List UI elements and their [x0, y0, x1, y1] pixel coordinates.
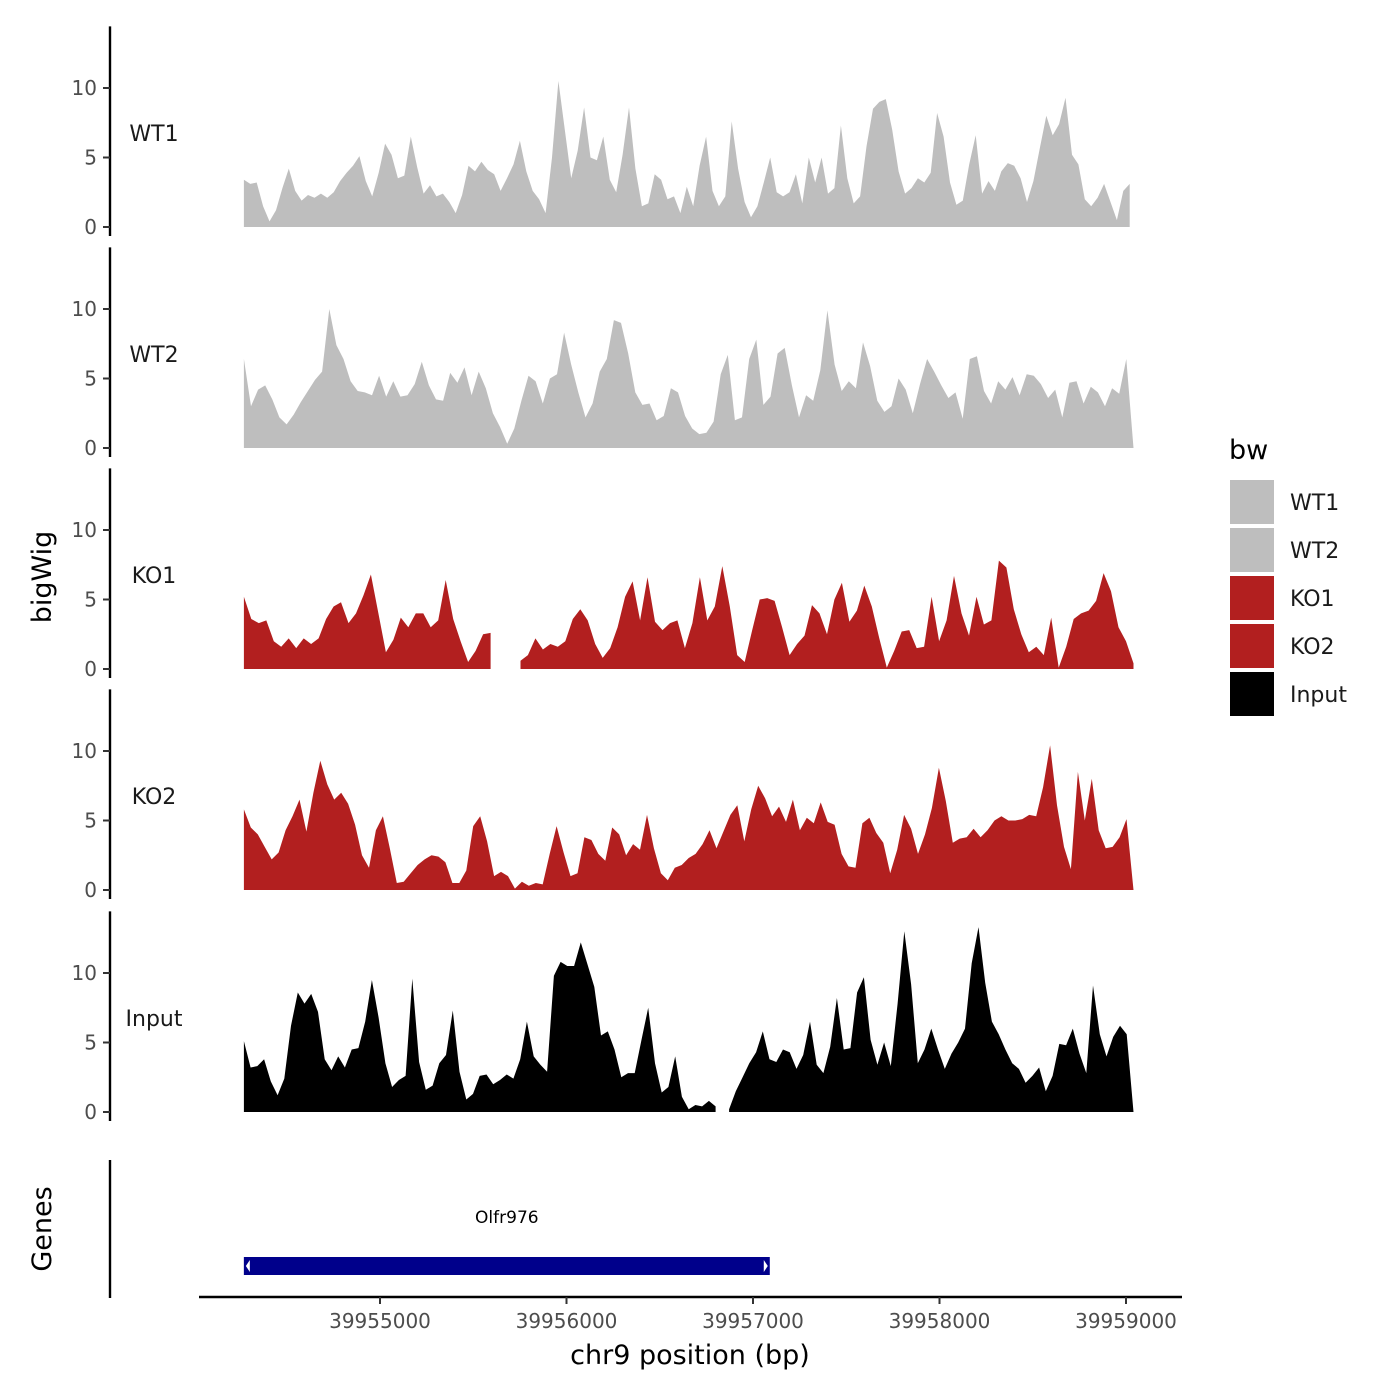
y-tick-label: 10 — [72, 297, 97, 321]
track-label: KO1 — [132, 564, 177, 589]
x-axis: 39955000 39956000 39957000 39958000 39959000 — [199, 1295, 1182, 1333]
gene-strand-arrow — [763, 1260, 768, 1272]
legend-key-input — [1230, 672, 1274, 716]
signal-area-ko1 — [243, 574, 491, 669]
legend-label-ko2: KO2 — [1290, 635, 1335, 660]
x-axis-title: chr9 position (bp) — [570, 1340, 810, 1371]
legend-label-wt2: WT2 — [1290, 539, 1339, 564]
y-axis-title: bigWig — [27, 531, 58, 624]
y-tick-label: 5 — [84, 588, 97, 612]
track-ko1: 0 5 10 KO1 — [72, 468, 1134, 681]
legend-title: bw — [1229, 435, 1268, 466]
track-label: KO2 — [132, 785, 177, 810]
legend-key-wt2 — [1230, 528, 1274, 572]
x-tick-label: 39955000 — [329, 1309, 431, 1333]
legend-label-wt1: WT1 — [1290, 491, 1339, 516]
y-tick-label: 5 — [84, 367, 97, 391]
y-tick-label: 10 — [72, 739, 97, 763]
track-label: WT1 — [129, 122, 178, 147]
y-tick-label: 5 — [84, 809, 97, 833]
y-tick-label: 5 — [84, 1031, 97, 1055]
signal-area-ko2 — [243, 745, 1134, 890]
legend-key-ko1 — [1230, 576, 1274, 620]
signal-area-wt2 — [243, 309, 1134, 448]
gene-strand-arrow — [245, 1260, 250, 1272]
track-label: WT2 — [129, 343, 178, 368]
legend-key-wt1 — [1230, 480, 1274, 524]
gene-panel: Olfr976 — [108, 1160, 770, 1298]
legend-key-ko2 — [1230, 624, 1274, 668]
track-label: Input — [126, 1007, 183, 1032]
genes-axis-title: Genes — [27, 1186, 58, 1271]
track-wt2: 0 5 10 WT2 — [72, 247, 1134, 460]
x-tick-label: 39956000 — [516, 1309, 618, 1333]
y-tick-label: 10 — [72, 961, 97, 985]
track-wt1: 0 5 10 WT1 — [72, 26, 1130, 239]
x-tick-label: 39958000 — [889, 1309, 991, 1333]
y-tick-label: 0 — [84, 215, 97, 239]
track-ko2: 0 5 10 KO2 — [72, 689, 1134, 902]
track-input: 0 5 10 Input — [72, 911, 1134, 1124]
legend-label-input: Input — [1290, 683, 1347, 708]
signal-tracks: 0 5 10 WT1 0 5 10 WT2 0 5 10 KO1 0 5 10 KO2 0 5 10 Input — [72, 26, 1134, 1124]
y-tick-label: 0 — [84, 657, 97, 681]
y-tick-label: 0 — [84, 878, 97, 902]
legend-label-ko1: KO1 — [1290, 587, 1335, 612]
signal-area-input — [729, 927, 1134, 1112]
x-tick-label: 39959000 — [1075, 1309, 1177, 1333]
signal-area-ko1 — [520, 560, 1134, 669]
y-tick-label: 5 — [84, 146, 97, 170]
legend: bw WT1 WT2 KO1 KO2 Input — [1229, 435, 1347, 716]
signal-area-input — [243, 942, 716, 1112]
x-tick-label: 39957000 — [702, 1309, 804, 1333]
y-tick-label: 10 — [72, 518, 97, 542]
y-tick-label: 0 — [84, 436, 97, 460]
y-tick-label: 0 — [84, 1100, 97, 1124]
signal-area-wt1 — [243, 81, 1130, 227]
y-tick-label: 10 — [72, 76, 97, 100]
gene-body-olfr976 — [243, 1257, 770, 1275]
gene-label: Olfr976 — [475, 1208, 539, 1228]
